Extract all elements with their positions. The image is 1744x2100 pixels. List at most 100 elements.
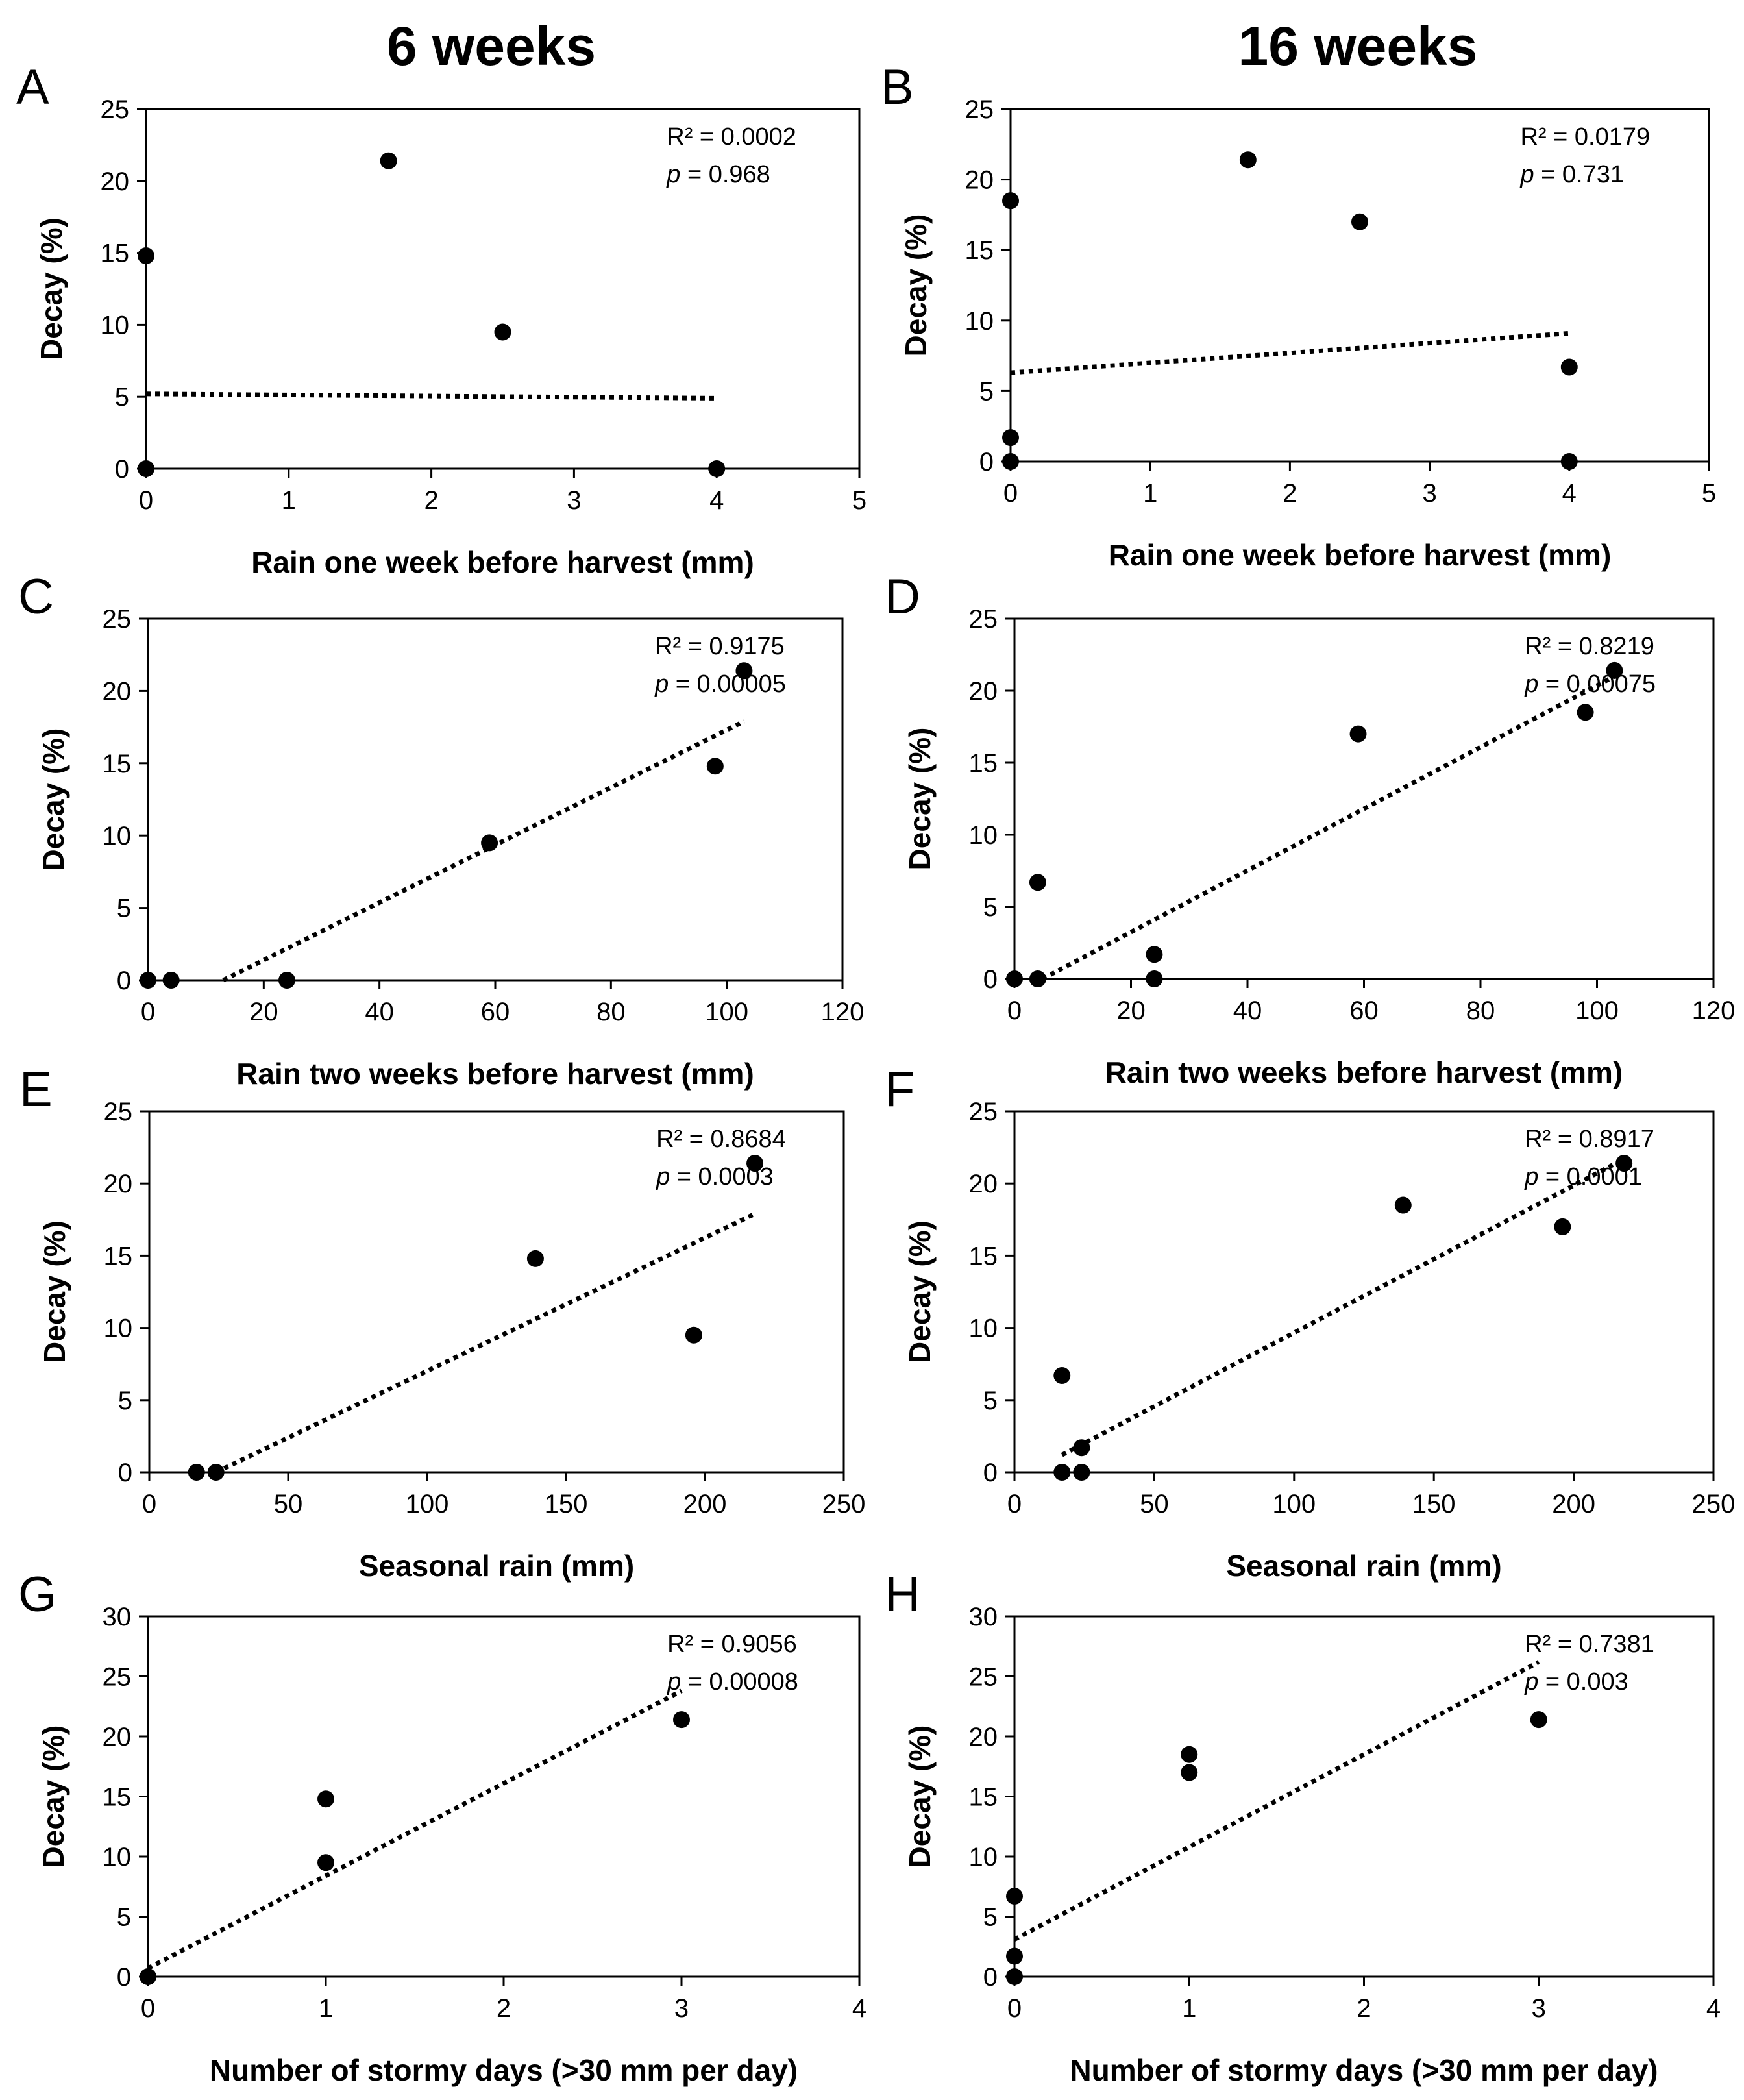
x-tick-label: 4 — [1706, 1994, 1721, 2023]
x-tick-label: 3 — [1422, 479, 1436, 508]
p-symbol: p — [1524, 671, 1538, 698]
data-point — [708, 460, 726, 477]
data-point — [1577, 704, 1594, 721]
data-point — [1002, 453, 1019, 470]
r-squared-label-g: R² = 0.9056 — [667, 1631, 797, 1658]
data-point — [380, 152, 397, 169]
x-tick-label: 20 — [249, 998, 278, 1026]
x-tick-label: 100 — [1272, 1490, 1316, 1518]
plot-frame-a — [145, 108, 861, 470]
trendline-b — [1010, 330, 1570, 375]
y-tick-label: 5 — [983, 1387, 998, 1415]
y-tick-label: 10 — [969, 1843, 998, 1871]
x-axis-label-c: Rain two weeks before harvest (mm) — [236, 1057, 754, 1091]
y-tick-label: 20 — [103, 677, 132, 706]
data-point — [1053, 1366, 1071, 1384]
x-axis-label-a: Rain one week before harvest (mm) — [251, 545, 754, 579]
p-value: = 0.00005 — [669, 671, 786, 698]
x-tick-label: 2 — [1357, 1994, 1371, 2023]
data-point — [140, 1968, 156, 1985]
data-point — [1530, 1711, 1547, 1729]
x-tick-label: 2 — [424, 486, 438, 515]
data-point — [1073, 1464, 1090, 1481]
data-point — [526, 1250, 544, 1267]
x-axis-label-f: Seasonal rain (mm) — [1226, 1549, 1501, 1583]
y-axis-label-c: Decay (%) — [36, 728, 70, 871]
data-point — [673, 1711, 690, 1729]
x-tick-label: 5 — [852, 486, 866, 515]
trendline-d — [1041, 674, 1616, 982]
y-tick-label: 25 — [101, 95, 130, 124]
panel-letter-a: A — [16, 60, 49, 115]
p-symbol: p — [654, 671, 669, 698]
plot-frame-e — [148, 1110, 845, 1474]
y-tick-label: 15 — [965, 236, 994, 265]
data-point — [1349, 725, 1367, 743]
y-tick-label: 0 — [117, 1963, 131, 1992]
r-squared-label-c: R² = 0.9175 — [655, 633, 785, 660]
plot-frame-f — [1013, 1110, 1715, 1474]
x-tick-label: 3 — [1532, 1994, 1546, 2023]
y-tick-label: 10 — [104, 1315, 133, 1343]
y-tick-label: 10 — [101, 311, 130, 340]
data-point — [1002, 429, 1019, 447]
p-value-label-h: p = 0.003 — [1524, 1668, 1628, 1696]
data-point — [735, 662, 753, 680]
data-point — [1554, 1218, 1571, 1235]
y-tick-label: 15 — [969, 1783, 998, 1812]
y-tick-label: 20 — [103, 1723, 132, 1751]
panel-letter-h: H — [885, 1567, 920, 1622]
p-value: = 0.731 — [1534, 161, 1624, 188]
data-point — [1351, 213, 1368, 230]
x-axis-label-d: Rain two weeks before harvest (mm) — [1105, 1056, 1623, 1089]
data-point — [685, 1326, 702, 1344]
r-squared-label-b: R² = 0.0179 — [1520, 123, 1650, 151]
y-tick-label: 0 — [118, 1459, 132, 1487]
column-title-6-weeks: 6 weeks — [387, 16, 596, 77]
p-value: = 0.0003 — [670, 1163, 774, 1191]
x-tick-label: 3 — [674, 1994, 689, 2023]
data-point — [1606, 661, 1623, 679]
x-tick-label: 1 — [282, 486, 296, 515]
y-tick-label: 15 — [104, 1242, 133, 1270]
y-tick-label: 10 — [103, 1843, 132, 1871]
y-tick-label: 20 — [969, 1170, 998, 1198]
x-tick-label: 100 — [1575, 996, 1619, 1025]
x-tick-label: 100 — [705, 998, 748, 1026]
chart-panel-a: A 0 5 10 15 20 25 0 1 2 3 4 5 Rain one week before ha… — [16, 60, 866, 579]
chart-panel-g: G 0 5 10 15 20 25 30 0 1 2 3 4 Number of stormy days … — [18, 1567, 866, 2087]
y-tick-label: 25 — [103, 605, 132, 634]
x-tick-label: 40 — [365, 998, 394, 1026]
y-tick-label: 15 — [101, 240, 130, 268]
y-axis-label-a: Decay (%) — [34, 217, 68, 360]
y-axis-label-g: Decay (%) — [36, 1725, 70, 1868]
y-tick-label: 15 — [103, 1783, 132, 1812]
y-tick-label: 25 — [969, 1098, 998, 1126]
y-tick-label: 5 — [118, 1387, 132, 1415]
data-point — [317, 1790, 334, 1808]
data-point — [1181, 1746, 1198, 1763]
panel-letter-d: D — [885, 569, 920, 624]
plot-frame-b — [1009, 108, 1710, 463]
x-tick-label: 100 — [406, 1490, 449, 1518]
data-point — [1560, 358, 1578, 376]
p-value: = 0.00008 — [681, 1668, 798, 1696]
data-point — [188, 1464, 205, 1481]
p-symbol: p — [1519, 161, 1534, 188]
y-tick-label: 5 — [983, 1903, 998, 1932]
y-tick-label: 5 — [115, 383, 129, 412]
x-tick-label: 20 — [1116, 996, 1146, 1025]
data-point — [481, 834, 498, 852]
p-value-label-d: p = 0.00075 — [1524, 671, 1656, 698]
x-tick-label: 0 — [1007, 1994, 1022, 2023]
y-tick-label: 5 — [117, 895, 131, 923]
y-axis-label-b: Decay (%) — [899, 214, 933, 357]
y-tick-label: 0 — [115, 455, 129, 484]
x-tick-label: 250 — [1692, 1490, 1736, 1518]
r-squared-label-a: R² = 0.0002 — [667, 123, 796, 151]
r-squared-label-h: R² = 0.7381 — [1525, 1631, 1654, 1658]
x-tick-label: 200 — [1552, 1490, 1595, 1518]
data-point — [1073, 1439, 1090, 1457]
